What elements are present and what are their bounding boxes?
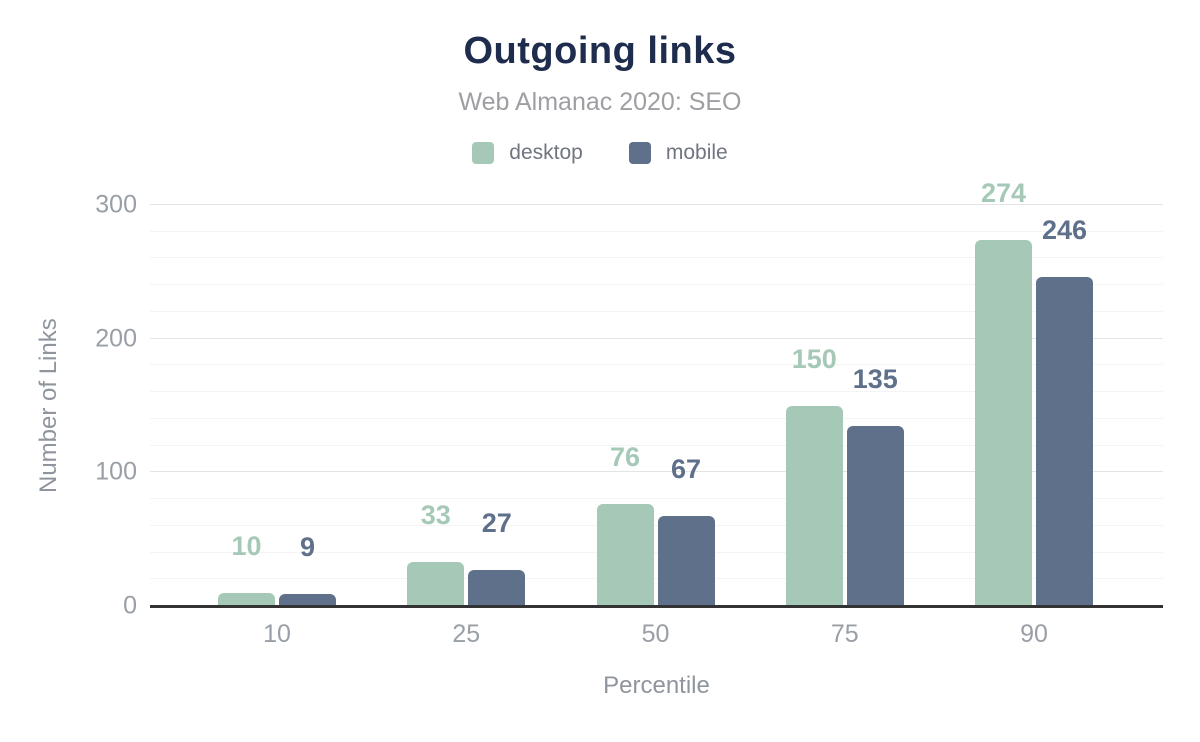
bar-label-desktop-10: 10 <box>231 530 262 561</box>
bar-label-desktop-25: 33 <box>420 499 451 530</box>
gridline-minor-20 <box>150 578 1163 580</box>
bar-desktop-90[interactable] <box>975 239 1032 606</box>
gridline-minor-40 <box>150 551 1163 553</box>
x-axis-title: Percentile <box>603 672 710 699</box>
legend-label-mobile: mobile <box>665 141 728 164</box>
bar-mobile-75[interactable] <box>846 425 904 606</box>
bar-mobile-90[interactable] <box>1036 277 1093 606</box>
x-tick-label-10: 10 <box>263 620 291 648</box>
bar-mobile-10[interactable] <box>279 593 336 606</box>
chart-subtitle: Web Almanac 2020: SEO <box>458 88 742 116</box>
chart-title: Outgoing links <box>463 30 737 72</box>
gridline-minor-120 <box>150 444 1163 446</box>
bar-label-mobile-10: 9 <box>299 531 316 562</box>
bar-desktop-75[interactable] <box>785 405 843 606</box>
bar-mobile-50[interactable] <box>657 516 715 606</box>
mobile-swatch-icon <box>628 142 651 164</box>
legend: desktop mobile <box>0 141 1200 165</box>
desktop-swatch-icon <box>472 142 495 164</box>
x-tick-label-25: 25 <box>452 620 481 648</box>
gridline-major-100 <box>150 471 1163 473</box>
gridline-minor-60 <box>150 524 1163 526</box>
gridline-minor-80 <box>150 498 1163 500</box>
x-tick-label-75: 75 <box>830 620 859 648</box>
bar-desktop-10[interactable] <box>218 592 275 606</box>
gridline-major-200 <box>150 337 1163 339</box>
legend-item-desktop[interactable]: desktop <box>472 141 583 165</box>
y-tick-label-200: 200 <box>95 324 137 353</box>
bar-label-desktop-50: 76 <box>609 442 641 473</box>
gridline-minor-180 <box>150 364 1163 366</box>
gridline-minor-140 <box>150 417 1163 419</box>
legend-item-mobile[interactable]: mobile <box>628 141 728 165</box>
bar-label-mobile-75: 135 <box>852 363 898 394</box>
x-tick-label-90: 90 <box>1020 620 1048 648</box>
bar-label-desktop-75: 150 <box>791 343 837 374</box>
y-axis-title: Number of Links <box>35 318 62 493</box>
bar-label-mobile-50: 67 <box>670 454 702 485</box>
x-tick-label-50: 50 <box>641 620 670 648</box>
y-tick-label-300: 300 <box>95 190 137 219</box>
gridline-minor-260 <box>150 257 1163 259</box>
legend-label-desktop: desktop <box>509 141 583 164</box>
bar-label-desktop-90: 274 <box>980 177 1027 208</box>
bar-label-mobile-90: 246 <box>1041 215 1088 246</box>
y-tick-label-100: 100 <box>95 457 137 486</box>
gridline-minor-220 <box>150 310 1163 312</box>
gridline-minor-160 <box>150 391 1163 393</box>
y-tick-label-0: 0 <box>123 591 137 620</box>
gridline-minor-240 <box>150 284 1163 286</box>
bar-mobile-25[interactable] <box>468 569 526 606</box>
x-axis-line <box>150 605 1163 608</box>
bar-desktop-25[interactable] <box>407 561 465 606</box>
gridline-major-300 <box>150 204 1163 205</box>
plot-area: Percentile 0 100 200 300 10 10 9 25 33 27 50 76 67 75… <box>95 179 1163 699</box>
gridline-minor-280 <box>150 230 1163 232</box>
bar-label-mobile-25: 27 <box>481 507 512 538</box>
bar-desktop-50[interactable] <box>596 504 654 606</box>
